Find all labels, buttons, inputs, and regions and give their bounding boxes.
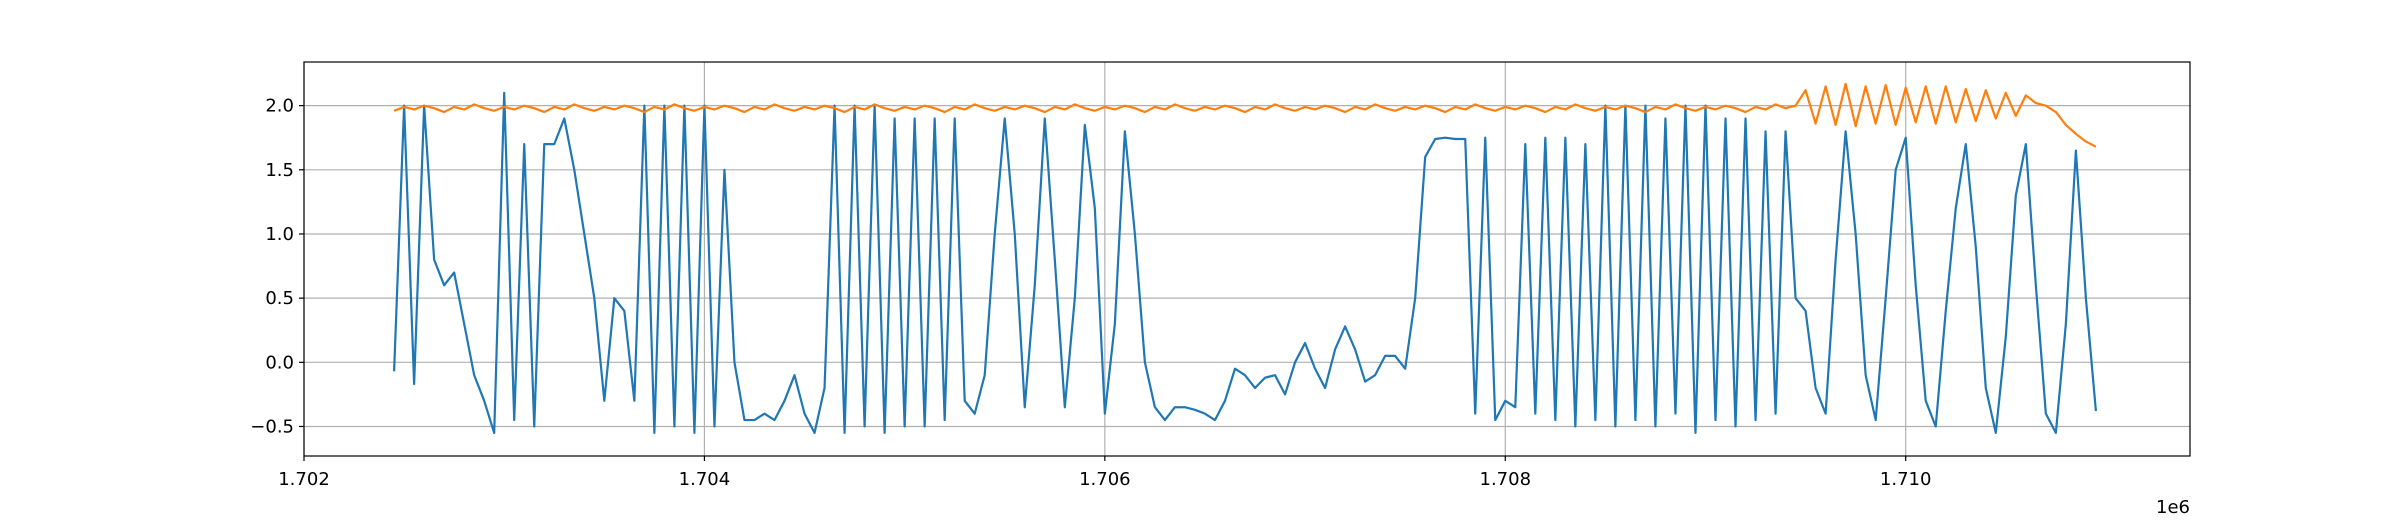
y-tick-label: −0.5 bbox=[250, 416, 294, 437]
x-tick-label: 1.706 bbox=[1079, 469, 1131, 490]
x-tick-label: 1.710 bbox=[1880, 469, 1932, 490]
x-tick-label: 1.708 bbox=[1480, 469, 1532, 490]
y-tick-label: 1.0 bbox=[265, 224, 294, 245]
series-line bbox=[393, 82, 2097, 148]
y-tick-label: 1.5 bbox=[265, 160, 294, 181]
series-line bbox=[393, 91, 2097, 434]
x-tick-label: 1.704 bbox=[679, 469, 731, 490]
axes-frame bbox=[303, 61, 2191, 457]
x-offset-label: 1e6 bbox=[2156, 497, 2190, 518]
y-tick-label: 0.5 bbox=[265, 288, 294, 309]
x-tick-label: 1.702 bbox=[278, 469, 330, 490]
y-tick-label: 0.0 bbox=[265, 352, 294, 373]
y-tick-label: 2.0 bbox=[265, 96, 294, 117]
